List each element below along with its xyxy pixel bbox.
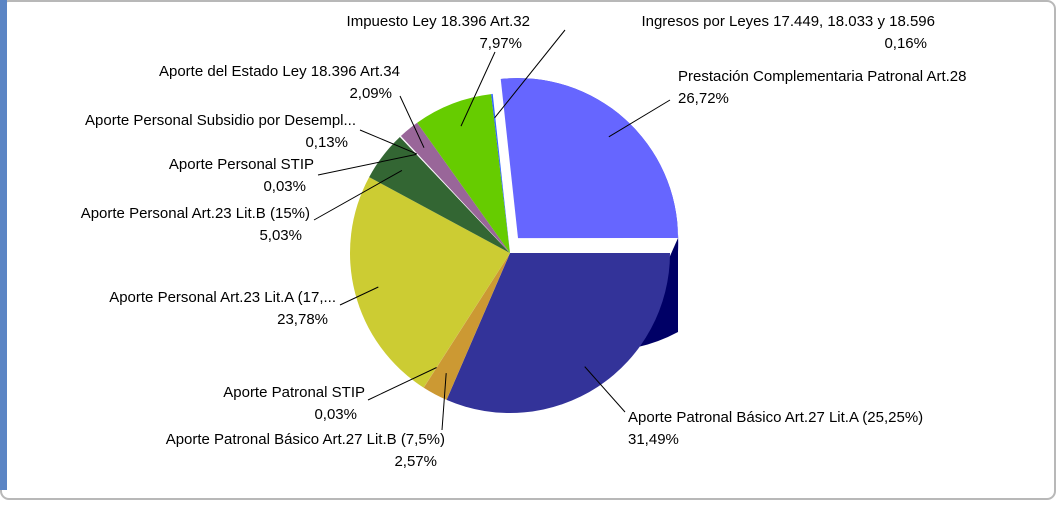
slice-value: 0,16% (884, 35, 927, 52)
slice (399, 135, 510, 253)
slice (491, 93, 510, 253)
leader-line (359, 129, 418, 155)
slice-label: Aporte Personal Art.23 Lit.B (15%) (81, 205, 310, 222)
slice-label: Impuesto Ley 18.396 Art.32 (347, 13, 530, 30)
leader-line (494, 29, 566, 119)
slice (369, 137, 510, 253)
leader-line (460, 51, 496, 127)
leader-line (339, 286, 379, 306)
leader-line (584, 366, 626, 413)
slice-label: Aporte Personal STIP (169, 156, 314, 173)
leader-line (317, 153, 417, 176)
slice (417, 94, 510, 253)
frame-edge (0, 0, 7, 490)
slice (400, 122, 510, 254)
slice (446, 252, 670, 413)
slice (423, 253, 510, 388)
slice-label: Ingresos por Leyes 17.449, 18.033 y 18.5… (641, 13, 935, 30)
leader-line (441, 373, 447, 431)
slice-value: 2,57% (394, 453, 437, 470)
leader-line (313, 170, 403, 221)
slice-value: 23,78% (277, 311, 328, 328)
leader-line (608, 99, 671, 138)
slice-value: 0,13% (305, 134, 348, 151)
slice-label: Aporte del Estado Ley 18.396 Art.34 (159, 63, 400, 80)
slice-label: Prestación Complementaria Patronal Art.2… (678, 68, 966, 85)
slice-value: 5,03% (259, 227, 302, 244)
slice-label: Aporte Patronal Básico Art.27 Lit.B (7,5… (166, 431, 445, 448)
slice (399, 136, 510, 253)
slice-label: Aporte Personal Subsidio por Desempl... (85, 112, 356, 129)
leader-line (399, 95, 425, 148)
pie (349, 78, 679, 413)
slice-value: 7,97% (479, 35, 522, 52)
slice-value: 0,03% (314, 406, 357, 423)
slice (500, 78, 679, 239)
slice-label: Aporte Patronal STIP (223, 384, 365, 401)
labels: Prestación Complementaria Patronal Art.2… (81, 13, 967, 470)
slice-value: 0,03% (263, 178, 306, 195)
slice (349, 177, 510, 388)
slice-value: 26,72% (678, 90, 729, 107)
slice-label: Aporte Patronal Básico Art.27 Lit.A (25,… (628, 409, 923, 426)
slice-value: 31,49% (628, 431, 679, 448)
slice (423, 253, 510, 400)
slice-value: 2,09% (349, 85, 392, 102)
leader-line (367, 367, 437, 401)
slice-label: Aporte Personal Art.23 Lit.A (17,... (109, 289, 336, 306)
